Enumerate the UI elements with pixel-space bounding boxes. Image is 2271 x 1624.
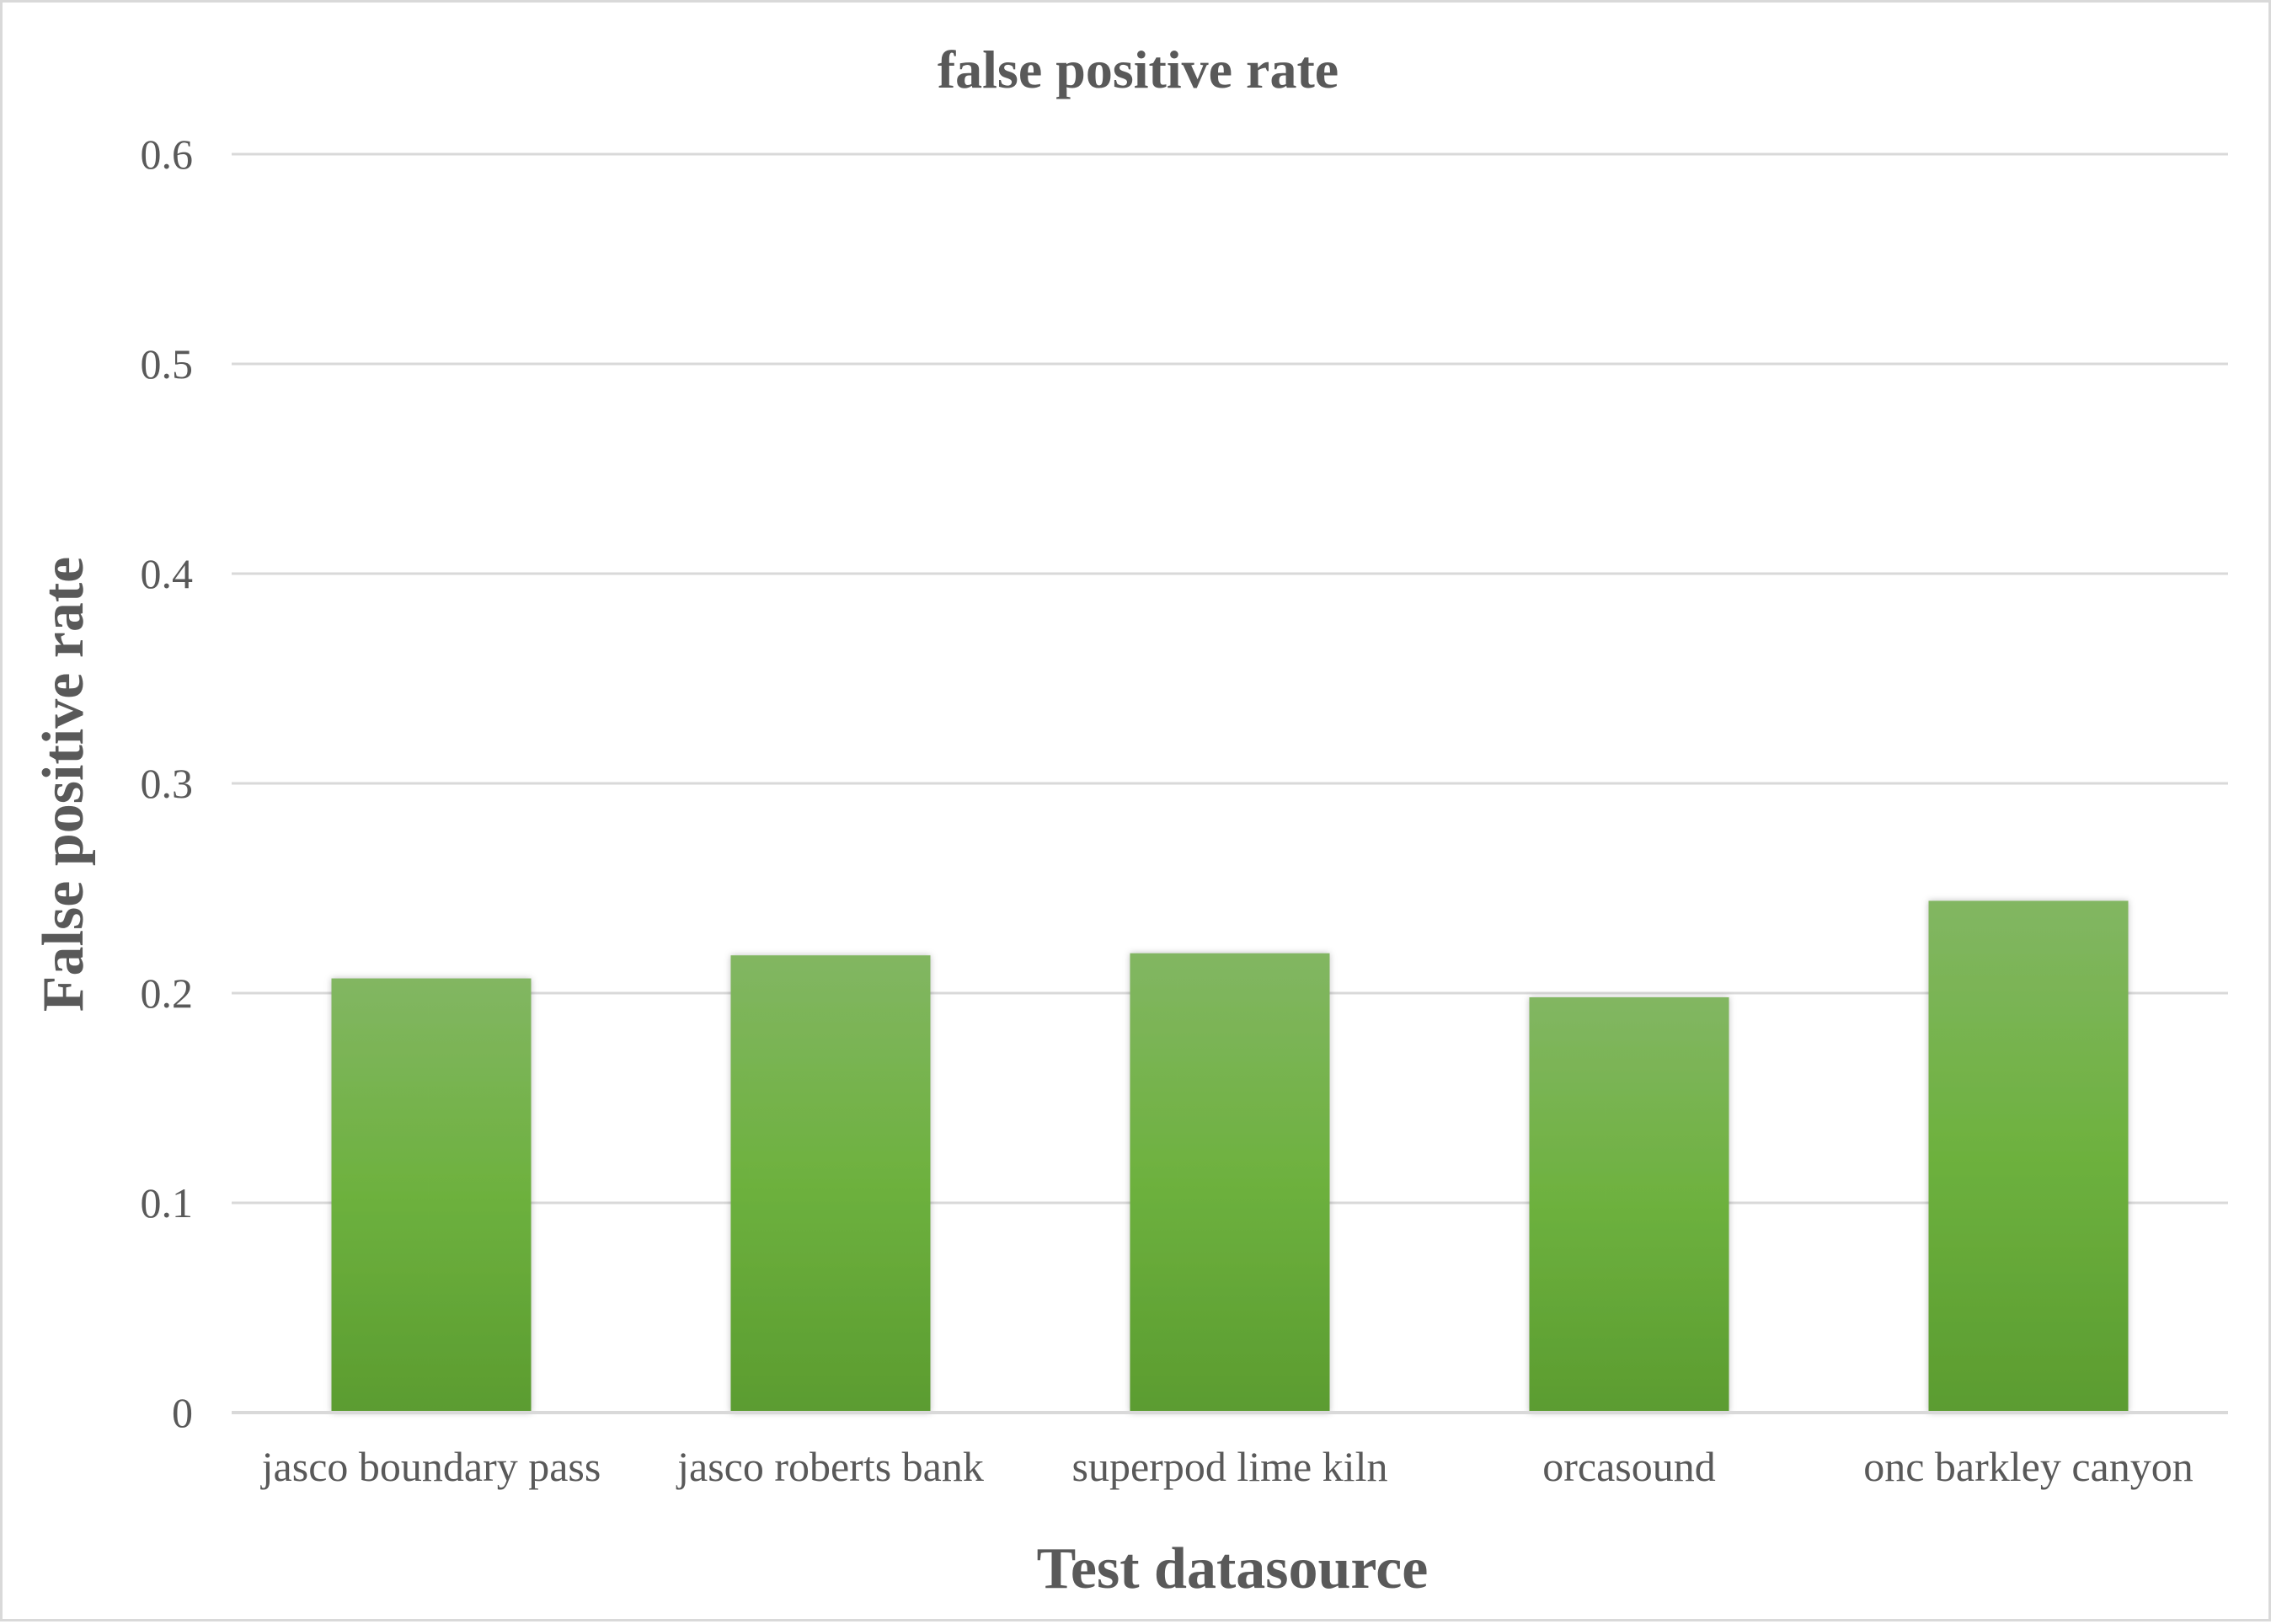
y-axis-tick-labels: 0 0.1 0.2 0.3 0.4 0.5 0.6 xyxy=(141,131,194,1436)
bars xyxy=(331,900,2129,1413)
x-category-label: jasco boundary pass xyxy=(260,1443,601,1490)
bar xyxy=(331,978,532,1413)
y-tick-label: 0.6 xyxy=(141,131,194,178)
y-tick-label: 0 xyxy=(172,1389,193,1436)
y-tick-label: 0.4 xyxy=(141,550,194,597)
x-category-label: jasco roberts bank xyxy=(676,1443,984,1490)
bar xyxy=(1529,996,1729,1413)
y-tick-label: 0.2 xyxy=(141,970,194,1017)
x-category-label: orcasound xyxy=(1542,1443,1716,1490)
bar xyxy=(730,955,931,1413)
chart-title: false positive rate xyxy=(938,40,1339,99)
y-tick-label: 0.3 xyxy=(141,760,194,807)
bar xyxy=(1130,953,1330,1413)
x-category-label: onc barkley canyon xyxy=(1863,1443,2194,1490)
x-axis-title: Test datasource xyxy=(1037,1536,1429,1601)
y-tick-label: 0.1 xyxy=(141,1179,194,1226)
x-axis-category-labels: jasco boundary pass jasco roberts bank sup… xyxy=(260,1443,2194,1490)
y-tick-label: 0.5 xyxy=(141,340,194,387)
gridlines xyxy=(232,152,2228,1205)
x-category-label: superpod lime kiln xyxy=(1072,1443,1388,1490)
y-axis-title: False positive rate xyxy=(31,557,96,1012)
bar xyxy=(1928,900,2129,1413)
bar-chart: false positive rate 00.10.20.30.40.50.6 … xyxy=(31,40,2228,1601)
